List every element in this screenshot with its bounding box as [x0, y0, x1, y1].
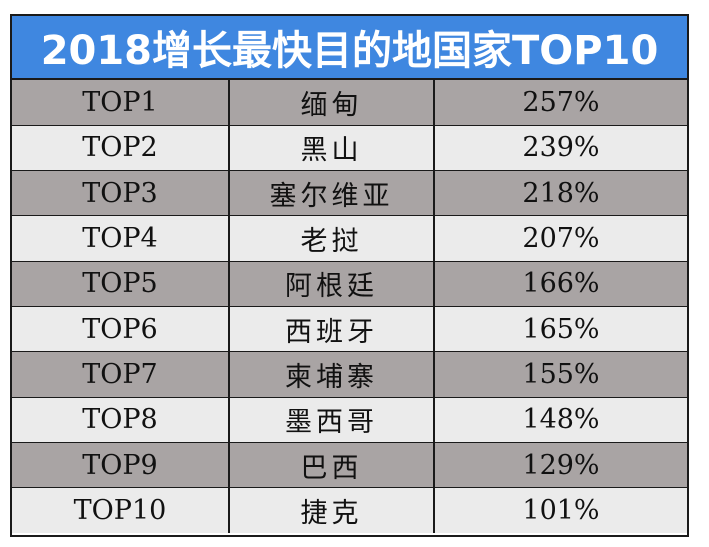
table-row: TOP7 柬埔寨 155%: [12, 351, 687, 398]
table-row: TOP1 缅甸 257%: [12, 80, 687, 126]
rank-cell: TOP6: [12, 306, 230, 353]
country-cell: 缅甸: [229, 80, 435, 126]
growth-cell: 207%: [434, 215, 687, 262]
growth-cell: 101%: [434, 487, 687, 533]
rank-cell: TOP7: [12, 351, 230, 398]
country-cell: 塞尔维亚: [229, 170, 435, 217]
rank-cell: TOP10: [12, 487, 230, 533]
table-row: TOP3 塞尔维亚 218%: [12, 170, 687, 217]
growth-cell: 218%: [434, 170, 687, 217]
growth-cell: 166%: [434, 261, 687, 307]
rank-cell: TOP1: [12, 80, 230, 126]
ranking-table: TOP1 缅甸 257% TOP2 黑山 239% TOP3 塞尔维亚 218% TOP4 老挝 20…: [12, 80, 687, 533]
table-row: TOP10 捷克 101%: [12, 487, 687, 533]
ranking-table-body: TOP1 缅甸 257% TOP2 黑山 239% TOP3 塞尔维亚 218% TOP4 老挝 20…: [12, 80, 687, 533]
rank-cell: TOP5: [12, 261, 230, 307]
table-row: TOP6 西班牙 165%: [12, 306, 687, 353]
rank-cell: TOP9: [12, 442, 230, 489]
growth-cell: 129%: [434, 442, 687, 489]
country-cell: 西班牙: [229, 306, 435, 353]
table-row: TOP2 黑山 239%: [12, 125, 687, 172]
rank-cell: TOP2: [12, 125, 230, 172]
country-cell: 柬埔寨: [229, 351, 435, 398]
growth-cell: 165%: [434, 306, 687, 353]
ranking-table-container: 2018增长最快目的地国家TOP10 TOP1 缅甸 257% TOP2 黑山 239% T…: [10, 14, 689, 537]
country-cell: 阿根廷: [229, 261, 435, 307]
title-bar: 2018增长最快目的地国家TOP10: [12, 16, 687, 80]
rank-cell: TOP8: [12, 397, 230, 443]
table-title: 2018增长最快目的地国家TOP10: [40, 28, 659, 74]
country-cell: 巴西: [229, 442, 435, 489]
table-row: TOP4 老挝 207%: [12, 215, 687, 262]
table-row: TOP8 墨西哥 148%: [12, 397, 687, 443]
rank-cell: TOP4: [12, 215, 230, 262]
country-cell: 墨西哥: [229, 397, 435, 443]
growth-cell: 239%: [434, 125, 687, 172]
growth-cell: 148%: [434, 397, 687, 443]
table-row: TOP9 巴西 129%: [12, 442, 687, 489]
country-cell: 老挝: [229, 215, 435, 262]
table-row: TOP5 阿根廷 166%: [12, 261, 687, 307]
country-cell: 黑山: [229, 125, 435, 172]
growth-cell: 155%: [434, 351, 687, 398]
rank-cell: TOP3: [12, 170, 230, 217]
country-cell: 捷克: [229, 487, 435, 533]
growth-cell: 257%: [434, 80, 687, 126]
